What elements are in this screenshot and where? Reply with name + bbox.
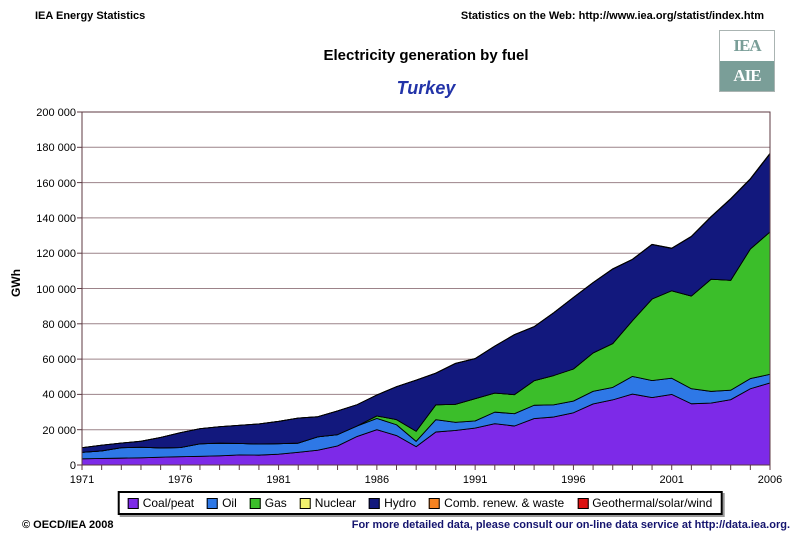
legend-item-comb-renew-waste: Comb. renew. & waste — [429, 496, 564, 510]
y-axis-tick-label: 40 000 — [42, 389, 76, 402]
chart-title: Electricity generation by fuel — [323, 47, 529, 64]
footer-data-service-text: For more detailed data, please consult o… — [351, 519, 790, 531]
legend-label: Nuclear — [314, 496, 357, 510]
legend-label: Gas — [264, 496, 287, 510]
y-axis-tick-label: 120 000 — [36, 248, 76, 261]
legend-swatch-icon — [577, 497, 589, 509]
x-axis-tick-label: 2001 — [659, 474, 684, 486]
header-web-link-text: Statistics on the Web: http://www.iea.or… — [460, 10, 764, 22]
x-axis-tick-label: 1976 — [168, 474, 193, 486]
legend-label: Coal/peat — [142, 496, 195, 510]
legend-swatch-icon — [369, 497, 381, 509]
legend-item-geothermal-solar-wind: Geothermal/solar/wind — [577, 496, 712, 510]
y-axis-tick-label: 100 000 — [36, 283, 76, 296]
y-axis-tick-label: 140 000 — [36, 212, 76, 225]
y-axis-tick-label: 20 000 — [42, 424, 76, 437]
header-left-text: IEA Energy Statistics — [35, 10, 146, 22]
x-axis-tick-label: 1996 — [561, 474, 586, 486]
iea-logo-bottom: AIE — [720, 61, 774, 91]
y-axis-tick-label: 200 000 — [36, 107, 76, 119]
iea-logo: IEA AIE — [719, 30, 775, 92]
iea-logo-top: IEA — [733, 36, 761, 55]
legend-swatch-icon — [429, 497, 441, 509]
legend-item-gas: Gas — [249, 496, 287, 510]
legend-label: Comb. renew. & waste — [444, 496, 565, 510]
x-axis-tick-label: 1986 — [364, 474, 390, 486]
x-axis-tick-label: 1981 — [266, 474, 291, 486]
y-axis-tick-label: 180 000 — [36, 142, 76, 155]
legend-item-hydro: Hydro — [369, 496, 416, 510]
legend-item-oil: Oil — [207, 496, 237, 510]
y-axis-tick-label: 160 000 — [36, 177, 76, 190]
chart-legend: Coal/peat Oil Gas Nuclear Hydro Comb. renew. … — [117, 491, 723, 515]
x-axis-tick-label: 1991 — [462, 474, 488, 486]
legend-label: Hydro — [384, 496, 417, 510]
copyright-text: © OECD/IEA 2008 — [22, 519, 114, 531]
y-axis-tick-label: 60 000 — [42, 354, 76, 367]
legend-swatch-icon — [207, 497, 219, 509]
legend-label: Geothermal/solar/wind — [592, 496, 713, 510]
y-axis-tick-label: 0 — [69, 460, 76, 472]
legend-item-nuclear: Nuclear — [299, 496, 357, 510]
x-axis-tick-label: 2006 — [757, 474, 783, 486]
legend-item-coal-peat: Coal/peat — [127, 496, 195, 510]
x-axis-tick-label: 1971 — [69, 474, 95, 486]
chart-subtitle-country: Turkey — [396, 78, 456, 98]
legend-swatch-icon — [127, 497, 139, 509]
legend-swatch-icon — [299, 497, 311, 509]
legend-label: Oil — [222, 496, 237, 510]
y-axis-tick-label: 80 000 — [42, 318, 76, 331]
legend-swatch-icon — [249, 497, 261, 509]
